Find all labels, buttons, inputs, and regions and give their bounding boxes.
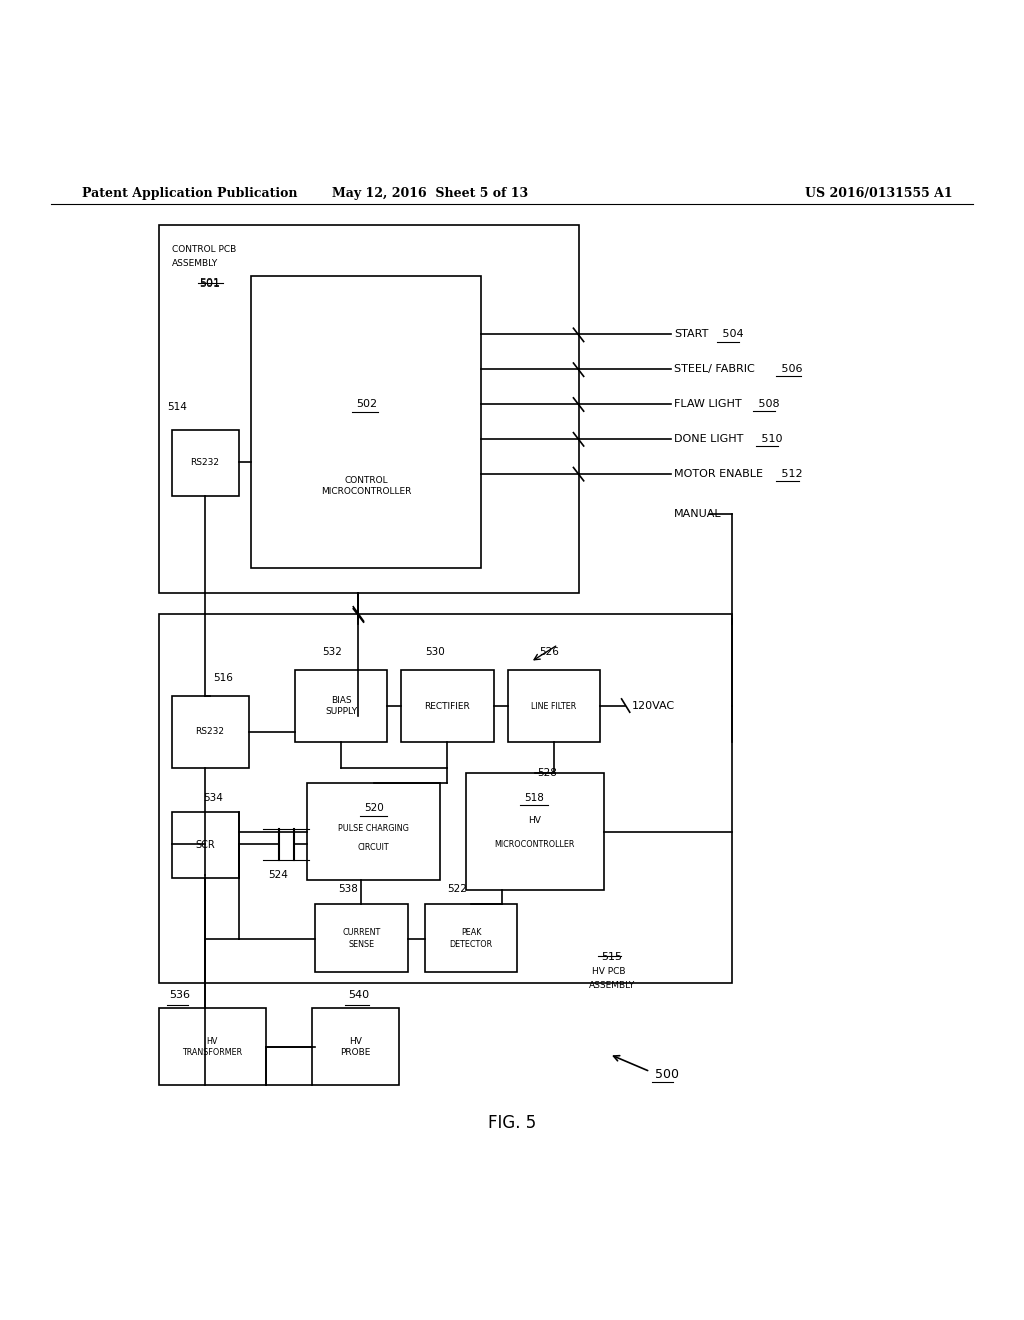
Text: 510: 510	[758, 434, 782, 444]
Bar	[307, 783, 440, 880]
Bar	[425, 904, 517, 973]
Text: 120VAC: 120VAC	[632, 701, 675, 711]
Text: CONTROL
MICROCONTROLLER: CONTROL MICROCONTROLLER	[322, 477, 412, 496]
Text: HV
PROBE: HV PROBE	[340, 1036, 371, 1056]
Text: 528: 528	[538, 767, 557, 777]
Text: 500: 500	[655, 1068, 679, 1081]
Text: 534: 534	[204, 793, 223, 804]
Text: RS232: RS232	[196, 727, 224, 737]
Text: DONE LIGHT: DONE LIGHT	[674, 434, 743, 444]
Text: SCR: SCR	[195, 841, 215, 850]
Text: May 12, 2016  Sheet 5 of 13: May 12, 2016 Sheet 5 of 13	[332, 186, 528, 199]
Text: 515: 515	[601, 952, 623, 962]
Text: CONTROL PCB: CONTROL PCB	[172, 246, 237, 255]
Text: 501: 501	[200, 279, 221, 288]
Text: 518: 518	[524, 793, 545, 804]
Text: RECTIFIER: RECTIFIER	[425, 702, 470, 710]
Text: ASSEMBLY: ASSEMBLY	[172, 259, 218, 268]
Text: US 2016/0131555 A1: US 2016/0131555 A1	[805, 186, 952, 199]
Text: CURRENT
SENSE: CURRENT SENSE	[342, 928, 381, 949]
Text: MICROCONTROLLER: MICROCONTROLLER	[495, 840, 574, 849]
Bar	[295, 671, 387, 742]
Text: FIG. 5: FIG. 5	[487, 1114, 537, 1131]
Text: 506: 506	[778, 364, 803, 374]
Text: PULSE CHARGING: PULSE CHARGING	[338, 825, 410, 833]
Text: 522: 522	[447, 884, 467, 895]
Bar	[312, 1008, 399, 1085]
Bar	[251, 276, 481, 568]
Text: 530: 530	[425, 647, 444, 657]
Text: ASSEMBLY: ASSEMBLY	[589, 981, 635, 990]
Text: 502: 502	[356, 399, 377, 409]
Bar	[172, 429, 239, 496]
Text: 516: 516	[214, 672, 233, 682]
Text: START: START	[674, 330, 709, 339]
Bar	[159, 224, 579, 594]
Text: 540: 540	[348, 990, 370, 1001]
Text: 508: 508	[755, 399, 779, 409]
Bar	[159, 1008, 266, 1085]
Bar	[508, 671, 600, 742]
Text: STEEL/ FABRIC: STEEL/ FABRIC	[674, 364, 755, 374]
Text: 532: 532	[323, 647, 342, 657]
Text: 504: 504	[719, 330, 743, 339]
Text: 536: 536	[169, 990, 190, 1001]
Text: 538: 538	[338, 884, 357, 895]
Text: CIRCUIT: CIRCUIT	[358, 843, 389, 851]
Text: 526: 526	[540, 647, 559, 657]
Text: HV
TRANSFORMER: HV TRANSFORMER	[182, 1036, 242, 1056]
Text: 524: 524	[268, 870, 288, 880]
Text: RS232: RS232	[190, 458, 219, 467]
Text: FLAW LIGHT: FLAW LIGHT	[674, 399, 741, 409]
Text: 514: 514	[167, 403, 186, 412]
Text: MOTOR ENABLE: MOTOR ENABLE	[674, 469, 763, 479]
Text: MANUAL: MANUAL	[674, 508, 722, 519]
Bar	[172, 696, 249, 767]
Bar	[466, 772, 604, 891]
Text: 512: 512	[778, 469, 803, 479]
Text: Patent Application Publication: Patent Application Publication	[82, 186, 297, 199]
Text: 501: 501	[200, 279, 221, 289]
Text: HV PCB: HV PCB	[592, 968, 626, 977]
Bar	[315, 904, 408, 973]
Bar	[172, 812, 239, 878]
Text: PEAK
DETECTOR: PEAK DETECTOR	[450, 928, 493, 949]
Bar	[401, 671, 494, 742]
Text: LINE FILTER: LINE FILTER	[531, 702, 577, 710]
Text: 520: 520	[364, 804, 384, 813]
Text: HV: HV	[528, 816, 541, 825]
Bar	[159, 614, 732, 982]
Text: BIAS
SUPPLY: BIAS SUPPLY	[325, 696, 357, 717]
